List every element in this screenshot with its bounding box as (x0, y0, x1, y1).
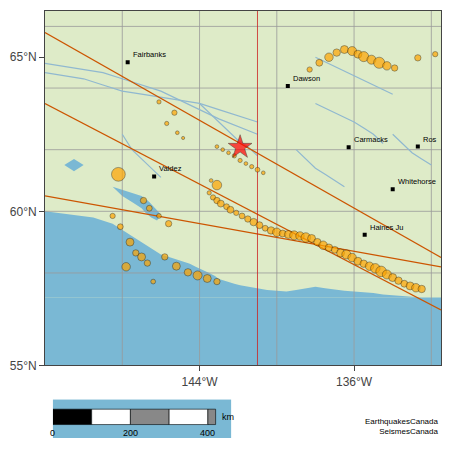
svg-text:0: 0 (50, 428, 55, 438)
svg-text:60°N: 60°N (10, 205, 37, 219)
svg-text:km: km (222, 412, 234, 422)
svg-text:Ros: Ros (423, 135, 437, 144)
svg-text:Whitehorse: Whitehorse (398, 177, 436, 186)
svg-text:55°N: 55°N (10, 359, 37, 373)
svg-text:Carmacks: Carmacks (354, 135, 388, 144)
svg-text:Haines Ju: Haines Ju (370, 223, 403, 232)
svg-text:400: 400 (200, 428, 215, 438)
svg-text:Valdez: Valdez (159, 164, 182, 173)
svg-text:Dawson: Dawson (293, 74, 320, 83)
svg-text:144°W: 144°W (181, 375, 218, 389)
svg-text:65°N: 65°N (10, 50, 37, 64)
svg-text:136°W: 136°W (336, 375, 373, 389)
svg-text:Fairbanks: Fairbanks (133, 50, 166, 59)
svg-text:EarthquakesCanadaSeismesCanada: EarthquakesCanadaSeismesCanada (365, 417, 439, 436)
svg-text:200: 200 (123, 428, 138, 438)
